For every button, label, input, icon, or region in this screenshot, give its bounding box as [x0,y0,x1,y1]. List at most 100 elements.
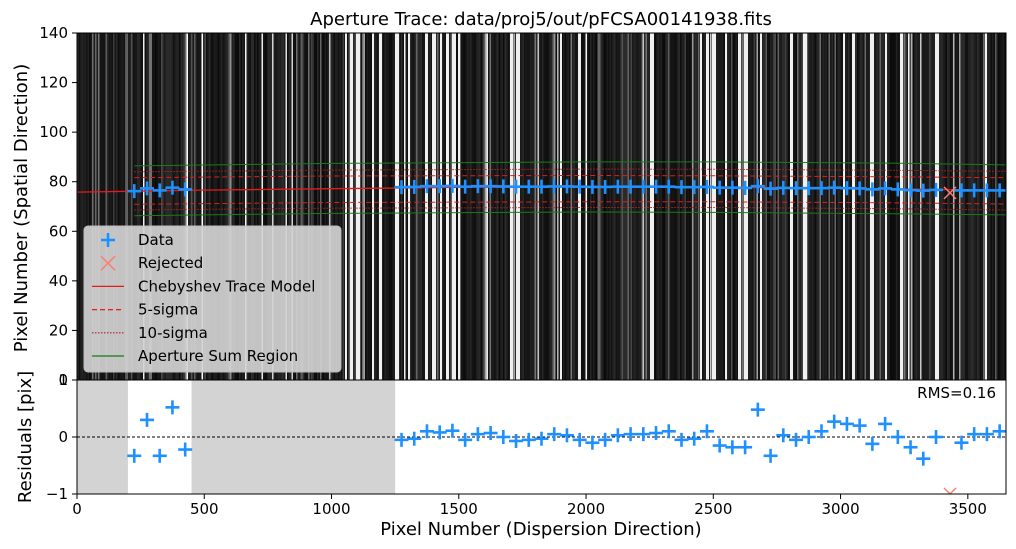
spectral-line [450,33,453,380]
spectral-line [641,33,643,380]
spectral-line-bright [706,33,709,380]
spectral-line-bright [843,33,845,380]
spectral-line [819,33,822,380]
spectral-line [623,33,625,380]
spectral-image [77,33,1006,380]
spectral-line [170,33,172,380]
residual-point [432,425,447,440]
spectral-line [509,33,511,380]
spectral-line [411,33,414,380]
spectral-line [290,33,292,380]
spectral-line [638,33,640,380]
xtick-label: 3500 [949,500,987,518]
spectral-line [144,33,147,380]
spectral-line [732,33,735,380]
spectral-line [156,33,159,380]
spectral-line [774,33,777,380]
spectral-line [786,33,789,380]
spectral-line [977,33,979,380]
spectral-line [342,33,345,380]
spectral-line [185,33,187,380]
spectral-line [371,33,373,380]
spectral-line-bright [350,33,353,380]
spectral-line [768,33,771,380]
bottom-ytick-label: 0 [58,428,68,446]
spectral-line [405,33,408,380]
spectral-line [801,33,804,380]
spectral-line [183,33,186,380]
spectral-line-bright [356,33,360,380]
bottom-ylabel: Residuals [pix] [15,371,36,503]
spectral-line [393,33,396,380]
data-point [585,179,600,194]
spectral-line [252,33,255,380]
spectral-line [81,33,84,380]
band-upper-line [134,174,1006,179]
spectral-line [270,33,273,380]
spectral-line [971,33,973,380]
spectral-line [797,33,799,380]
spectral-line [687,33,690,380]
spectral-line [663,33,666,380]
spectral-line [387,33,390,380]
spectral-line [158,33,160,380]
spectral-line [474,33,477,380]
spectral-line [561,33,564,380]
spectral-line [251,33,253,380]
top-ytick-label: 40 [49,272,68,290]
spectral-line [875,33,877,380]
spectral-line [147,33,150,380]
spectral-line [710,33,712,380]
spectral-line [330,33,333,380]
spectral-line [318,33,321,380]
spectral-line [153,33,156,380]
spectral-line [542,33,544,380]
spectral-line [327,33,330,380]
spectral-line-bright [760,33,762,380]
residual-point [623,427,638,442]
spectral-line [242,33,244,380]
spectral-line [437,33,439,380]
spectral-line [905,33,907,380]
spectral-line [146,33,148,380]
spectral-line [275,33,277,380]
spectral-line [383,33,385,380]
spectral-line [917,33,919,380]
residual-point [445,423,460,438]
spectral-line [279,33,282,380]
residual-point [699,424,714,439]
spectral-line [989,33,991,380]
spectral-line [603,33,606,380]
spectral-line [932,33,934,380]
data-point [763,181,778,196]
spectral-line [381,33,384,380]
spectral-line [363,33,366,380]
data-point [610,179,625,194]
data-point [687,180,702,195]
spectral-line [831,33,834,380]
spectral-line [996,33,999,380]
spectral-line [662,33,664,380]
spectral-line [978,33,981,380]
spectral-line [734,33,736,380]
legend-item: Data [101,231,174,249]
spectral-line [828,33,831,380]
spectral-line [923,33,925,380]
data-point [419,179,434,194]
spectral-line [294,33,297,380]
spectral-line [401,33,403,380]
spectral-line [171,33,174,380]
legend-item: Rejected [100,254,203,272]
data-point [127,184,142,199]
spectral-line [771,33,774,380]
spectral-line-bright [395,33,399,380]
spectral-line [207,33,210,380]
spectral-line [912,33,915,380]
spectral-line [419,33,421,380]
spectral-line [375,33,378,380]
spectral-line [926,33,928,380]
data-point [801,181,816,196]
spectral-line [554,33,556,380]
spectral-line [431,33,433,380]
spectral-line [924,33,927,380]
